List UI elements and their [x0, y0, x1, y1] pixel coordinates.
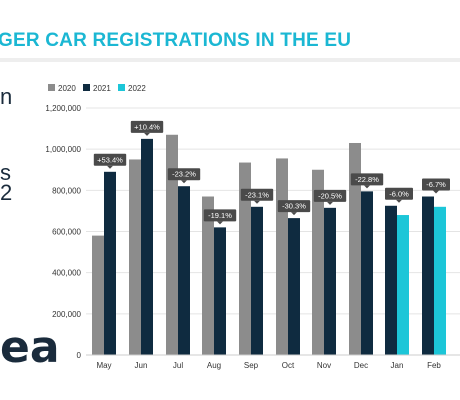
x-tick-label: Sep [244, 361, 259, 370]
data-label-pointer [433, 190, 439, 194]
bar-2021 [178, 186, 190, 355]
bar-2021 [361, 191, 373, 355]
bar-2021 [104, 171, 116, 355]
data-label: -23.1% [245, 190, 269, 199]
x-tick-label: Oct [282, 361, 295, 370]
x-tick-label: Dec [354, 361, 368, 370]
legend-swatch [48, 84, 55, 91]
legend-label: 2020 [58, 84, 76, 93]
bar-2020 [312, 169, 324, 355]
title-divider [0, 58, 460, 62]
data-label-box [240, 188, 274, 201]
data-label: -6.7% [426, 180, 446, 189]
data-label-box [350, 173, 384, 186]
bar-2021 [324, 207, 336, 355]
data-label-pointer [291, 212, 297, 216]
data-label-pointer [217, 221, 223, 225]
y-tick-label: 0 [77, 351, 82, 360]
bar-2020 [202, 196, 214, 355]
left-text-fragment: n [0, 84, 13, 109]
bar-2021 [141, 138, 153, 355]
x-tick-label: Aug [207, 361, 221, 370]
bar-2020 [276, 158, 288, 355]
data-label-pointer [254, 200, 260, 204]
data-label-box [385, 187, 413, 200]
x-tick-label: Jul [173, 361, 183, 370]
legend-label: 2022 [128, 84, 146, 93]
data-label: +53.4% [97, 155, 123, 164]
y-tick-label: 1,200,000 [45, 104, 81, 113]
data-label: -19.1% [208, 211, 232, 220]
data-label-pointer [396, 199, 402, 203]
left-text-fragment: s [0, 160, 11, 185]
data-label-box [130, 120, 164, 133]
y-tick-label: 600,000 [52, 228, 81, 237]
data-label: -30.3% [282, 202, 306, 211]
left-text-fragment: 2 [0, 180, 13, 205]
chart-title: GER CAR REGISTRATIONS IN THE EU [0, 30, 352, 51]
logo-fragment: ea [0, 322, 60, 373]
data-label: -6.0% [389, 189, 409, 198]
y-tick-label: 800,000 [52, 186, 81, 195]
bar-2020 [166, 134, 178, 355]
data-label-pointer [181, 180, 187, 184]
x-tick-label: May [96, 361, 111, 370]
x-tick-label: Nov [317, 361, 331, 370]
x-tick-label: Jun [135, 361, 148, 370]
bar-2020 [239, 162, 251, 355]
data-label-box [167, 168, 201, 181]
y-tick-label: 200,000 [52, 310, 81, 319]
data-label-pointer [327, 201, 333, 205]
data-label-pointer [107, 165, 113, 169]
data-label: +10.4% [134, 122, 160, 131]
data-label: -23.2% [172, 170, 196, 179]
data-label: -22.8% [355, 175, 379, 184]
y-tick-label: 400,000 [52, 269, 81, 278]
chart-header: GER CAR REGISTRATIONS IN THE EU [0, 0, 460, 62]
data-label: -20.5% [318, 191, 342, 200]
data-label-box [203, 209, 237, 222]
legend-swatch [118, 84, 125, 91]
data-label-box [313, 189, 347, 202]
bar-2021 [288, 218, 300, 355]
bar-2020 [92, 235, 104, 355]
bar-2022 [434, 206, 446, 355]
x-tick-label: Jan [391, 361, 404, 370]
y-tick-label: 1,000,000 [45, 145, 81, 154]
bar-2021 [385, 205, 397, 355]
bar-2021 [214, 227, 226, 355]
bar-2020 [349, 142, 361, 355]
data-label-box [277, 200, 311, 213]
bar-2020 [129, 159, 141, 355]
data-label-box [93, 153, 127, 166]
data-label-pointer [144, 132, 150, 136]
bar-2022 [397, 215, 409, 355]
data-label-box [422, 178, 450, 191]
bar-2021 [422, 196, 434, 355]
legend-swatch [83, 84, 90, 91]
bar-2021 [251, 206, 263, 355]
x-tick-label: Feb [427, 361, 441, 370]
data-label-pointer [364, 185, 370, 189]
legend-label: 2021 [93, 84, 111, 93]
